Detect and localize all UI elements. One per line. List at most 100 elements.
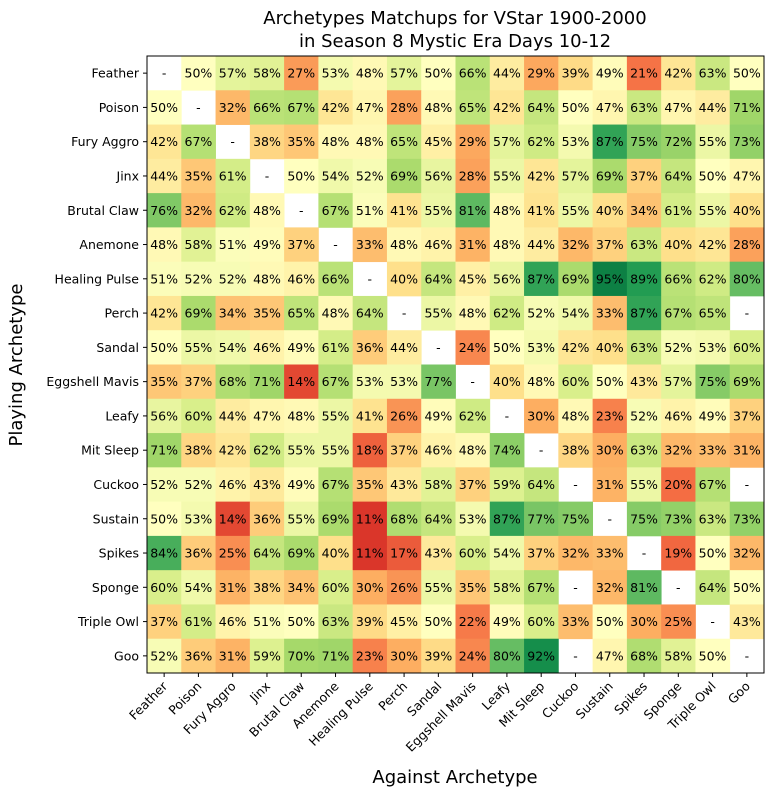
- cell-value-label: 37%: [287, 237, 315, 252]
- heatmap-cell: [661, 638, 696, 674]
- cell-value-label: 53%: [185, 511, 213, 526]
- heatmap-cell: [626, 193, 662, 228]
- cell-value-label: 47%: [253, 408, 281, 423]
- cell-value-label: 50%: [562, 100, 590, 115]
- heatmap-cell: [249, 570, 285, 605]
- heatmap-cell: [147, 398, 182, 434]
- heatmap-cell: [592, 604, 628, 640]
- heatmap-cell: [661, 535, 696, 571]
- heatmap-cell: [318, 193, 354, 228]
- cell-value-label: 51%: [150, 271, 178, 286]
- heatmap-cell: [249, 124, 285, 160]
- heatmap-cell: [386, 261, 422, 297]
- cell-value-label: 62%: [527, 134, 555, 149]
- heatmap-cell: [558, 364, 594, 400]
- cell-value-label: 51%: [253, 614, 281, 629]
- heatmap-cell: [421, 364, 456, 400]
- cell-value-label: 52%: [527, 306, 555, 321]
- x-tick-label: Feather: [126, 678, 171, 723]
- heatmap-cell-labels: - 50% 57% 58% 27% 53% 48% 57% 50% 66% 44% 29% 39% 49%…: [150, 66, 761, 664]
- heatmap-cell: [147, 124, 182, 160]
- heatmap-cell: [352, 193, 388, 228]
- cell-value-label: 50%: [699, 546, 727, 561]
- heatmap-cell: [524, 570, 559, 605]
- cell-value-label: 33%: [562, 614, 590, 629]
- heatmap-cell: [318, 535, 354, 571]
- cell-value-label: 52%: [185, 271, 213, 286]
- cell-value-label: 28%: [459, 168, 487, 183]
- cell-value-label: 44%: [699, 100, 727, 115]
- cell-value-label: 71%: [322, 648, 350, 663]
- cell-value-label: 69%: [733, 374, 761, 389]
- heatmap-cell: [421, 227, 456, 263]
- cell-value-label: 64%: [527, 100, 555, 115]
- heatmap-cell: [661, 56, 696, 91]
- cell-value-label: 50%: [185, 66, 213, 81]
- cell-value-label: 37%: [733, 408, 761, 423]
- cell-value-label: 50%: [424, 66, 452, 81]
- cell-value-label: 67%: [527, 580, 555, 595]
- cell-value-label: 67%: [322, 203, 350, 218]
- heatmap-cell: [695, 56, 731, 91]
- heatmap-cell: [284, 295, 319, 331]
- heatmap-cell: [489, 330, 525, 365]
- cell-value-label: 42%: [150, 134, 178, 149]
- cell-value-label: -: [745, 648, 750, 663]
- cell-value-label: 45%: [459, 271, 487, 286]
- heatmap-cell: [318, 364, 354, 400]
- cell-value-label: 63%: [630, 100, 658, 115]
- cell-value-label: 37%: [630, 168, 658, 183]
- heatmap-cell: [249, 364, 285, 400]
- cell-value-label: 75%: [562, 511, 590, 526]
- heatmap-cell: [524, 467, 559, 503]
- heatmap-cell: [626, 570, 662, 605]
- heatmap-cell: [249, 193, 285, 228]
- cell-value-label: -: [368, 271, 373, 286]
- cell-value-label: 32%: [562, 237, 590, 252]
- heatmap-cell: [215, 433, 251, 468]
- heatmap-cell: [421, 158, 456, 194]
- heatmap-cell: [729, 56, 765, 91]
- y-tick-label: Eggshell Mavis: [46, 374, 139, 389]
- cell-value-label: 61%: [185, 614, 213, 629]
- cell-value-label: 50%: [699, 168, 727, 183]
- heatmap-cell: [592, 638, 628, 674]
- cell-value-label: 39%: [356, 614, 384, 629]
- heatmap-cell: [592, 535, 628, 571]
- heatmap-cell: [558, 193, 594, 228]
- heatmap-cell: [695, 90, 731, 125]
- cell-value-label: 66%: [459, 66, 487, 81]
- heatmap-cell: [729, 433, 765, 468]
- cell-value-label: 17%: [390, 546, 418, 561]
- cell-value-label: 65%: [699, 306, 727, 321]
- cell-value-label: 57%: [664, 374, 692, 389]
- cell-value-label: 55%: [287, 511, 315, 526]
- heatmap-cell: [352, 56, 388, 91]
- cell-value-label: 50%: [733, 66, 761, 81]
- cell-value-label: 25%: [219, 546, 247, 561]
- heatmap-cell: [215, 398, 251, 434]
- cell-value-label: 23%: [356, 648, 384, 663]
- cell-value-label: 44%: [150, 168, 178, 183]
- heatmap-cell: [661, 261, 696, 297]
- heatmap-cell: [181, 227, 216, 263]
- heatmap-cell: [215, 501, 251, 537]
- cell-value-label: 64%: [424, 271, 452, 286]
- heatmap-cell: [524, 158, 559, 194]
- heatmap-cell: [661, 227, 696, 263]
- heatmap-cell: [489, 638, 525, 674]
- cell-value-label: 48%: [253, 203, 281, 218]
- cell-value-label: 48%: [150, 237, 178, 252]
- cell-value-label: 35%: [356, 477, 384, 492]
- heatmap-cell: [489, 467, 525, 503]
- heatmap-cell: [558, 90, 594, 125]
- heatmap-cell: [455, 433, 491, 468]
- cell-value-label: 44%: [219, 408, 247, 423]
- heatmap-cell: [558, 330, 594, 365]
- cell-value-label: 55%: [424, 580, 452, 595]
- y-axis-ticks: Feather Poison Fury Aggro Jinx Brutal Claw An…: [46, 66, 147, 663]
- heatmap-cell: [421, 90, 456, 125]
- heatmap-cell: [524, 535, 559, 571]
- cell-value-label: 46%: [664, 408, 692, 423]
- cell-value-label: 50%: [150, 100, 178, 115]
